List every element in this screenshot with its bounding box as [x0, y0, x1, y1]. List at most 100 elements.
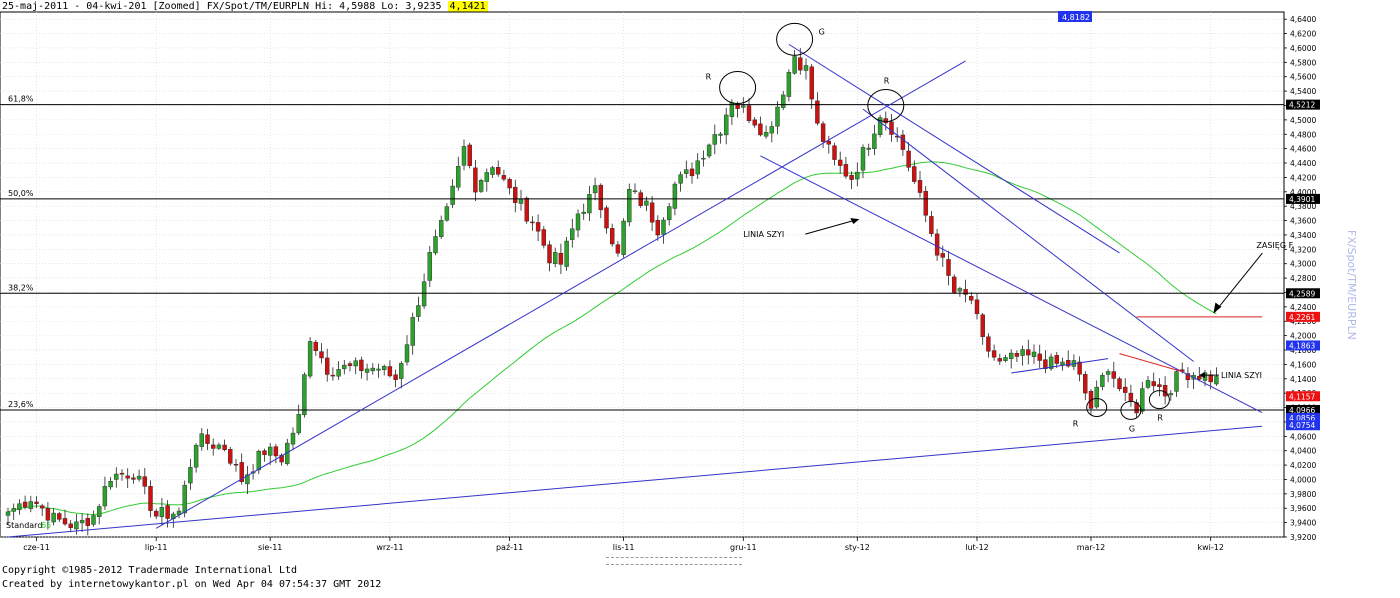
candle-up — [114, 473, 119, 480]
plot-frame — [0, 11, 1285, 538]
trendline — [1011, 358, 1109, 374]
candle-up — [342, 364, 347, 370]
candle-up — [136, 475, 142, 480]
candle-up — [461, 146, 467, 166]
candle-up — [786, 72, 792, 97]
pattern-circle — [1086, 398, 1108, 418]
candle-up — [678, 174, 683, 184]
candle-down — [239, 462, 244, 483]
x-tick-label: sty-12 — [845, 543, 870, 552]
candle-up — [353, 360, 358, 367]
candle-down — [986, 336, 991, 352]
candle-up — [11, 508, 16, 512]
y-tick-label: 4,0400 — [1290, 447, 1316, 456]
candle-up — [370, 367, 375, 372]
annotation-arrow — [1214, 252, 1263, 313]
candle-up — [575, 213, 581, 231]
candle-down — [1111, 371, 1117, 379]
y-tick-label: 4,6200 — [1290, 30, 1316, 39]
arrow-head — [1213, 302, 1222, 314]
y-tick-label: 4,3000 — [1290, 260, 1316, 269]
candle-up — [456, 166, 461, 188]
top-price-badge — [1058, 11, 1092, 22]
candle-up — [302, 374, 307, 416]
x-tick-label: lut-12 — [965, 543, 989, 552]
y-tick-label: 4,3800 — [1290, 202, 1316, 211]
price-badge — [1286, 420, 1320, 431]
candle-up — [957, 288, 963, 292]
candle-down — [222, 444, 227, 450]
candle-down — [917, 180, 923, 193]
copyright-line: Copyright ©1985-2012 Tradermade Internat… — [2, 565, 298, 576]
candle-up — [724, 114, 729, 136]
arrow-head — [850, 218, 860, 225]
y-tick-label: 4,0200 — [1290, 461, 1316, 470]
candle-up — [427, 252, 432, 281]
candle-down — [68, 523, 73, 529]
candle-down — [501, 175, 507, 180]
pattern-circle — [719, 71, 757, 105]
y-tick-label: 4,1800 — [1290, 346, 1316, 355]
chart-scrollbar[interactable] — [606, 557, 742, 565]
y-tick-label: 4,5600 — [1290, 73, 1316, 82]
candle-up — [1031, 351, 1037, 357]
price-badge — [1286, 311, 1320, 322]
candle-up — [102, 486, 108, 507]
pattern-label: G — [819, 27, 825, 36]
candle-up — [336, 369, 341, 377]
candle-up — [564, 240, 569, 267]
candle-down — [963, 289, 968, 295]
candle-up — [769, 126, 774, 134]
candle-up — [781, 94, 786, 108]
candle-down — [347, 363, 353, 366]
fib-value-badge — [1286, 288, 1320, 299]
candle-down — [1083, 374, 1088, 394]
candle-down — [1014, 353, 1020, 357]
candles-group — [5, 48, 1219, 536]
x-tick-label: sie-11 — [258, 543, 282, 552]
candle-down — [883, 118, 888, 124]
candle-down — [45, 508, 51, 521]
candle-up — [587, 194, 592, 214]
candle-up — [74, 521, 79, 530]
candle-up — [803, 65, 809, 71]
pattern-circle — [1148, 390, 1170, 410]
candle-down — [279, 454, 284, 463]
price-badge-text: 4,2261 — [1289, 313, 1315, 322]
y-tick-label: 4,2400 — [1290, 303, 1316, 312]
candle-down — [974, 299, 980, 315]
candle-down — [997, 358, 1002, 362]
trendline — [7, 425, 1263, 538]
candle-down — [1157, 384, 1162, 387]
candle-up — [91, 515, 96, 525]
candle-down — [142, 476, 148, 487]
candle-up — [410, 317, 415, 346]
candle-down — [940, 253, 945, 258]
candle-down — [900, 134, 906, 150]
candle-down — [325, 357, 330, 375]
fib-level-label: 50,0% — [8, 189, 34, 198]
candle-up — [256, 450, 261, 471]
candle-down — [228, 449, 233, 464]
candle-up — [1094, 386, 1099, 408]
candle-up — [416, 305, 421, 317]
instrument-side-title: FX/Spot/TM/EURPLN — [1345, 230, 1358, 340]
candle-up — [570, 228, 575, 240]
candle-down — [131, 477, 136, 480]
annotation-target: ZASIĘG F — [1256, 241, 1293, 250]
x-tick-label: paź-11 — [496, 543, 523, 552]
candle-down — [598, 184, 603, 211]
candle-up — [382, 366, 387, 370]
candle-down — [524, 197, 529, 222]
candle-down — [558, 252, 564, 265]
x-tick-label: lip-11 — [145, 543, 168, 552]
candle-down — [547, 244, 552, 264]
candle-up — [307, 341, 313, 377]
x-tick-label: mar-12 — [1077, 543, 1106, 552]
candle-up — [667, 206, 672, 221]
x-tick-label: gru-11 — [730, 543, 757, 552]
candle-up — [1140, 388, 1145, 412]
candle-up — [450, 185, 455, 205]
candle-down — [1208, 374, 1213, 383]
